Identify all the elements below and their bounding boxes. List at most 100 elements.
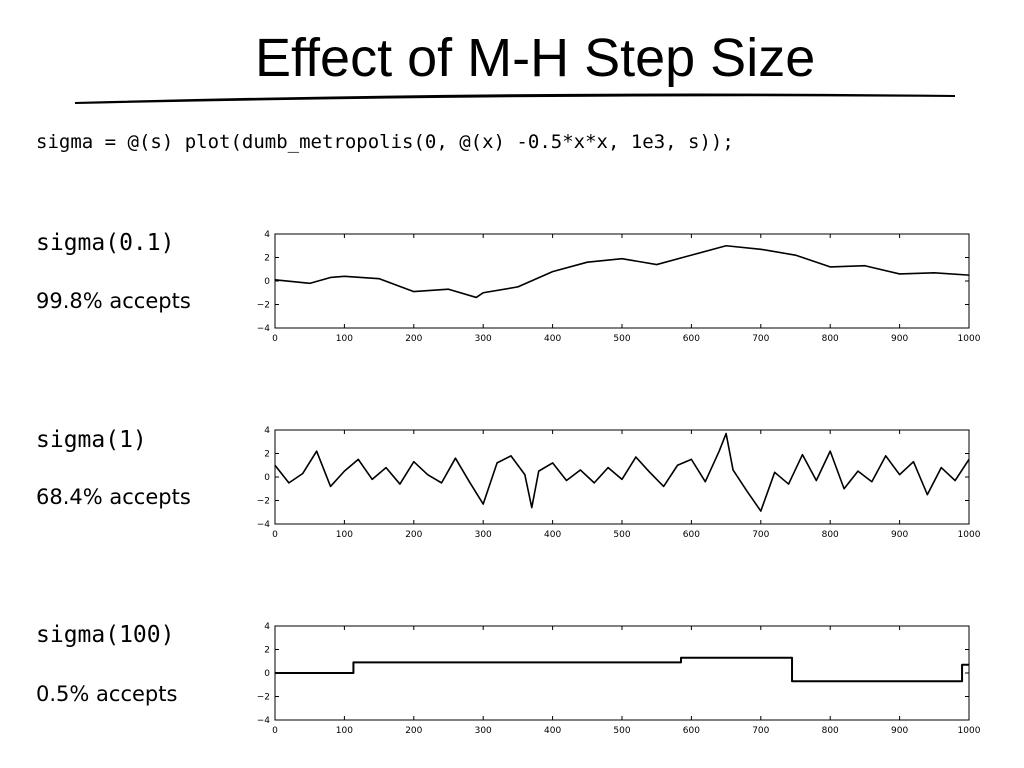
- data-point: [302, 472, 304, 475]
- data-point: [440, 482, 443, 484]
- data-point: [690, 254, 692, 256]
- data-point: [940, 467, 942, 469]
- code-snippet: sigma = @(s) plot(dumb_metropolis(0, @(x…: [36, 131, 734, 153]
- data-point: [329, 485, 332, 487]
- data-point: [732, 469, 734, 471]
- data-point: [274, 672, 276, 674]
- x-tick-label: 600: [683, 726, 700, 736]
- data-point: [524, 474, 526, 476]
- x-tick-label: 500: [613, 726, 630, 736]
- x-tick-label: 200: [405, 530, 422, 540]
- data-point: [829, 450, 831, 452]
- data-point: [912, 461, 915, 463]
- x-tick-label: 300: [475, 726, 492, 736]
- y-tick-label: 0: [264, 473, 270, 483]
- data-point: [656, 263, 658, 266]
- data-point: [482, 292, 484, 294]
- x-tick-label: 900: [891, 334, 908, 344]
- x-tick-label: 500: [613, 530, 630, 540]
- data-point: [371, 478, 373, 480]
- data-point: [413, 290, 415, 293]
- x-tick-label: 0: [272, 530, 278, 540]
- data-point: [954, 479, 956, 482]
- data-point: [352, 661, 355, 664]
- data-point: [385, 467, 387, 469]
- trace-plot-sigma-100: 0 100 200 300 400 500 600 700 800 900 1000 4 2 0 −2 −4: [257, 622, 981, 736]
- data-point: [329, 276, 332, 279]
- data-point: [899, 273, 901, 275]
- y-tick-label: 4: [264, 622, 270, 632]
- data-point: [885, 455, 887, 457]
- x-tick-label: 600: [683, 530, 700, 540]
- panel-label-1: sigma(0.1): [36, 230, 175, 256]
- x-tick-label: 1000: [958, 334, 981, 344]
- y-tick-label: 4: [264, 426, 270, 436]
- trace-plot-sigma-0-1: 0 100 200 300 400 500 600 700 800 900 1000 4 2 0 −2 −4: [257, 230, 981, 344]
- x-tick-label: 300: [475, 530, 492, 540]
- y-tick-label: −4: [257, 716, 271, 726]
- data-point: [680, 657, 682, 659]
- data-point: [843, 488, 845, 490]
- y-tick-label: 4: [264, 230, 270, 240]
- x-tick-label: 0: [272, 726, 278, 736]
- x-tick-label: 800: [822, 726, 839, 736]
- data-point: [774, 471, 776, 473]
- data-point: [926, 494, 928, 496]
- data-point: [968, 664, 970, 666]
- data-point: [961, 664, 963, 666]
- data-point: [538, 470, 540, 472]
- data-point: [621, 258, 623, 260]
- data-point: [482, 503, 484, 505]
- y-tick-label: −4: [257, 520, 271, 530]
- x-tick-label: 500: [613, 334, 630, 344]
- data-point: [704, 481, 706, 483]
- x-tick-label: 400: [544, 530, 561, 540]
- x-tick-label: 100: [336, 726, 353, 736]
- data-point: [801, 454, 804, 456]
- y-tick-label: 2: [264, 646, 270, 656]
- data-point: [718, 450, 720, 452]
- data-point: [357, 458, 359, 460]
- data-point: [316, 450, 318, 452]
- panel-accept-1: 99.8% accepts: [36, 289, 191, 313]
- y-tick-label: 2: [264, 254, 270, 264]
- data-point: [725, 245, 727, 247]
- data-point: [857, 470, 859, 472]
- data-point: [378, 278, 380, 280]
- x-tick-label: 900: [891, 726, 908, 736]
- trace-plot-sigma-1: 0 100 200 300 400 500 600 700 800 900 1000 4 2 0 −2 −4: [257, 426, 981, 540]
- x-tick-label: 700: [752, 726, 769, 736]
- x-tick-label: 600: [683, 334, 700, 344]
- data-point: [760, 510, 762, 512]
- data-point: [586, 261, 588, 263]
- data-point: [968, 274, 970, 276]
- y-tick-label: −4: [257, 324, 271, 334]
- x-tick-label: 100: [336, 530, 353, 540]
- x-tick-label: 200: [405, 726, 422, 736]
- data-point: [864, 265, 866, 267]
- panel-label-3: sigma(100): [36, 622, 175, 648]
- data-point: [621, 478, 623, 480]
- series-line: [275, 656, 969, 683]
- data-point: [829, 266, 831, 268]
- panel-accept-3: 0.5% accepts: [36, 682, 178, 706]
- y-tick-label: −2: [257, 301, 270, 311]
- data-point: [343, 470, 345, 472]
- data-point: [933, 272, 935, 274]
- x-tick-label: 400: [544, 726, 561, 736]
- data-point: [791, 680, 793, 682]
- data-point: [552, 271, 554, 273]
- x-tick-label: 1000: [958, 530, 981, 540]
- data-point: [496, 462, 498, 464]
- data-point: [649, 471, 651, 473]
- data-point: [676, 464, 679, 466]
- series-line: [274, 244, 970, 299]
- data-point: [760, 248, 762, 250]
- slide-title: Effect of M-H Step Size: [255, 28, 816, 88]
- data-point: [579, 469, 581, 471]
- data-point: [899, 474, 901, 476]
- plot-frame: [274, 625, 970, 721]
- x-tick-label: 100: [336, 334, 353, 344]
- y-tick-label: 2: [264, 450, 270, 460]
- panel-label-2: sigma(1): [36, 427, 147, 453]
